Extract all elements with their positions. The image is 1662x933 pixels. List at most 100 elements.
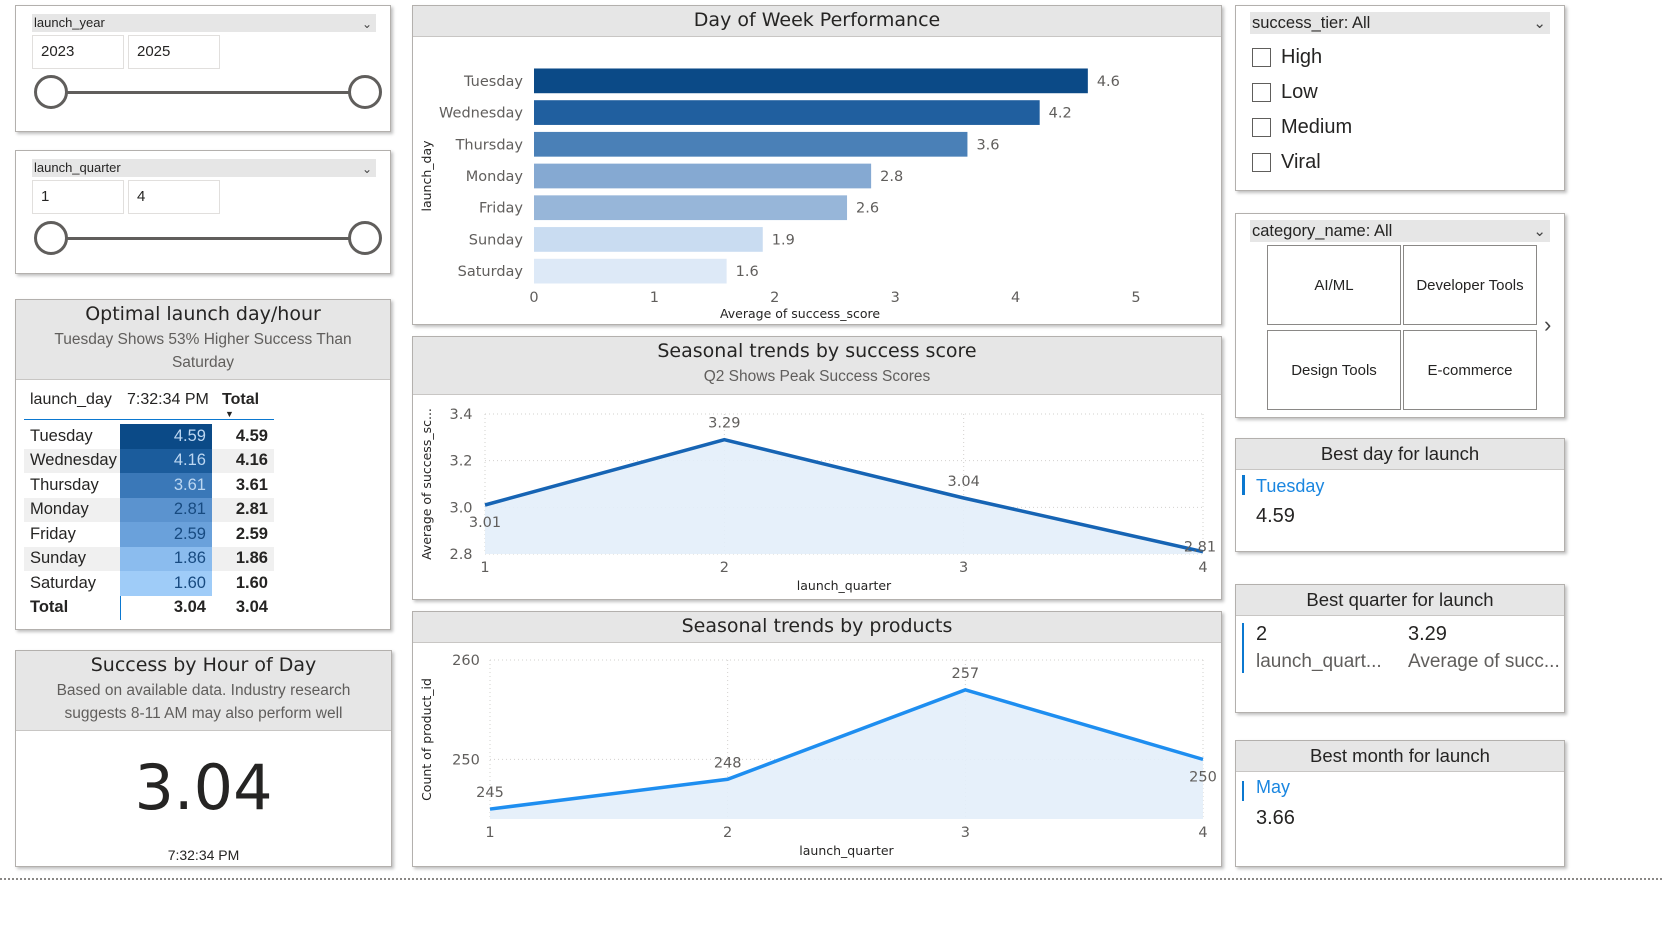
launch-year-header[interactable]: launch_year ⌄ <box>32 14 376 32</box>
optimal-title: Optimal launch day/hour <box>85 303 321 325</box>
table-row[interactable]: Tuesday 4.59 4.59 <box>24 424 274 449</box>
chevron-down-icon[interactable]: ⌄ <box>1533 15 1546 32</box>
table-row[interactable]: Thursday 3.61 3.61 <box>24 473 274 498</box>
category-tile-developer-tools[interactable]: Developer Tools <box>1403 245 1537 325</box>
y-tick-label: 3.0 <box>449 500 472 516</box>
chevron-right-icon[interactable]: › <box>1544 312 1552 337</box>
checkbox-icon[interactable] <box>1252 118 1271 138</box>
y-tick-label: 260 <box>452 653 480 669</box>
point-data-label: 245 <box>476 785 504 801</box>
row-value: 2.81 <box>120 497 212 522</box>
table-row[interactable]: Monday 2.81 2.81 <box>24 497 274 522</box>
y-tick-label: 3.2 <box>449 454 472 470</box>
tier-option-high[interactable]: High <box>1252 40 1352 75</box>
table-row[interactable]: Sunday 1.86 1.86 <box>24 546 274 571</box>
accent-bar <box>1242 475 1245 495</box>
quarter-min-input[interactable]: 1 <box>32 180 124 214</box>
checkbox-icon[interactable] <box>1252 83 1271 103</box>
year-max-handle[interactable] <box>348 75 382 109</box>
best-quarter-title: Best quarter for launch <box>1236 585 1564 616</box>
category-tile-ai-ml[interactable]: AI/ML <box>1267 245 1401 325</box>
x-tick-label: 3 <box>891 290 900 306</box>
year-range-track[interactable] <box>52 91 368 94</box>
table-row[interactable]: Friday 2.59 2.59 <box>24 522 274 547</box>
bar[interactable] <box>534 100 1040 125</box>
chevron-down-icon[interactable]: ⌄ <box>1533 223 1546 240</box>
sort-desc-icon[interactable]: ▼ <box>225 409 234 419</box>
year-min-input[interactable]: 2023 <box>32 35 124 69</box>
bar[interactable] <box>534 258 727 284</box>
dow-bar-plot: 0 1 2 3 4 5 Tuesday 4.6 Wednesday 4.2 Thursday 3.6 M… <box>419 68 1141 321</box>
x-tick-label: 1 <box>480 560 489 576</box>
category-tile-design-tools[interactable]: Design Tools <box>1267 330 1401 410</box>
quarter-max-handle[interactable] <box>348 221 382 255</box>
best-quarter-v: 3.29 <box>1408 623 1447 645</box>
series-line[interactable] <box>489 687 1204 811</box>
row-day: Tuesday <box>30 426 93 445</box>
season-score-plot: 1 2 3 4 2.8 3.0 3.2 3.4 3.01 3.29 3.04 2.81 launch_q… <box>419 407 1216 593</box>
best-month-title: Best month for launch <box>1236 741 1564 772</box>
x-tick-label: 2 <box>770 290 779 306</box>
bar-data-label: 1.9 <box>772 232 795 248</box>
y-category-label: Saturday <box>458 264 524 280</box>
tier-option-low[interactable]: Low <box>1252 75 1352 110</box>
col-launch-day[interactable]: launch_day <box>30 391 112 408</box>
year-min-handle[interactable] <box>34 75 68 109</box>
checkbox-icon[interactable] <box>1252 48 1271 68</box>
dow-title: Day of Week Performance <box>693 9 941 31</box>
launch-quarter-slicer: launch_quarter ⌄ 1 4 <box>15 150 391 274</box>
launch-year-label: launch_year <box>34 15 105 30</box>
x-tick-label: 3 <box>959 560 968 576</box>
quarter-min-handle[interactable] <box>34 221 68 255</box>
best-day-title: Best day for launch <box>1236 439 1564 470</box>
page-bottom-border <box>0 878 1662 880</box>
optimal-header: Optimal launch day/hour Tuesday Shows 53… <box>16 300 390 380</box>
row-day: Wednesday <box>30 451 117 470</box>
row-value: 4.16 <box>120 448 212 473</box>
bar-data-label: 4.2 <box>1049 106 1072 122</box>
point-data-label: 3.01 <box>469 515 501 531</box>
y-tick-label: 3.4 <box>449 407 472 423</box>
accent-bar <box>1242 781 1244 801</box>
table-row[interactable]: Saturday 1.60 1.60 <box>24 571 274 596</box>
bar[interactable] <box>534 227 763 252</box>
point-data-label: 3.29 <box>708 416 740 432</box>
seasonal-score-chart: Seasonal trends by success score Q2 Show… <box>412 336 1222 600</box>
quarter-max-input[interactable]: 4 <box>128 180 220 214</box>
col-total[interactable]: Total <box>222 391 260 408</box>
x-axis-title: launch_quarter <box>797 578 892 593</box>
category-label: category_name: All <box>1252 222 1393 240</box>
bar[interactable] <box>534 131 968 157</box>
best-month-card: Best month for launch May 3.66 <box>1235 740 1565 867</box>
series-line[interactable] <box>484 437 1204 554</box>
best-month-value: 3.66 <box>1256 807 1295 829</box>
row-total: 1.86 <box>235 549 268 568</box>
chevron-down-icon[interactable]: ⌄ <box>361 162 372 176</box>
tier-option-viral[interactable]: Viral <box>1252 145 1352 180</box>
launch-quarter-header[interactable]: launch_quarter ⌄ <box>32 159 376 177</box>
dow-header: Day of Week Performance <box>413 6 1221 37</box>
y-category-label: Thursday <box>455 137 524 153</box>
chevron-down-icon[interactable]: ⌄ <box>361 17 372 31</box>
y-category-label: Tuesday <box>463 74 523 90</box>
x-tick-label: 4 <box>1198 560 1207 576</box>
bar[interactable] <box>534 163 872 189</box>
col-time[interactable]: 7:32:34 PM <box>127 391 209 408</box>
x-tick-label: 5 <box>1131 290 1140 306</box>
bar[interactable] <box>534 68 1088 94</box>
success-tier-header[interactable]: success_tier: All ⌄ <box>1250 12 1550 34</box>
tier-option-medium[interactable]: Medium <box>1252 110 1352 145</box>
best-quarter-card: Best quarter for launch 2 3.29 launch_qu… <box>1235 584 1565 713</box>
bar[interactable] <box>534 195 848 221</box>
table-row[interactable]: Wednesday 4.16 4.16 <box>24 448 274 473</box>
x-tick-label: 4 <box>1011 290 1020 306</box>
total-label: Total <box>30 598 69 617</box>
success-tier-label: success_tier: All <box>1252 14 1371 32</box>
checkbox-icon[interactable] <box>1252 153 1271 173</box>
quarter-range-track[interactable] <box>52 237 368 240</box>
year-max-input[interactable]: 2025 <box>128 35 220 69</box>
category-slicer: category_name: All ⌄ AI/ML Developer Too… <box>1235 213 1565 418</box>
y-category-label: Wednesday <box>439 106 523 122</box>
category-header[interactable]: category_name: All ⌄ <box>1250 220 1550 242</box>
category-tile-e-commerce[interactable]: E-commerce <box>1403 330 1537 410</box>
